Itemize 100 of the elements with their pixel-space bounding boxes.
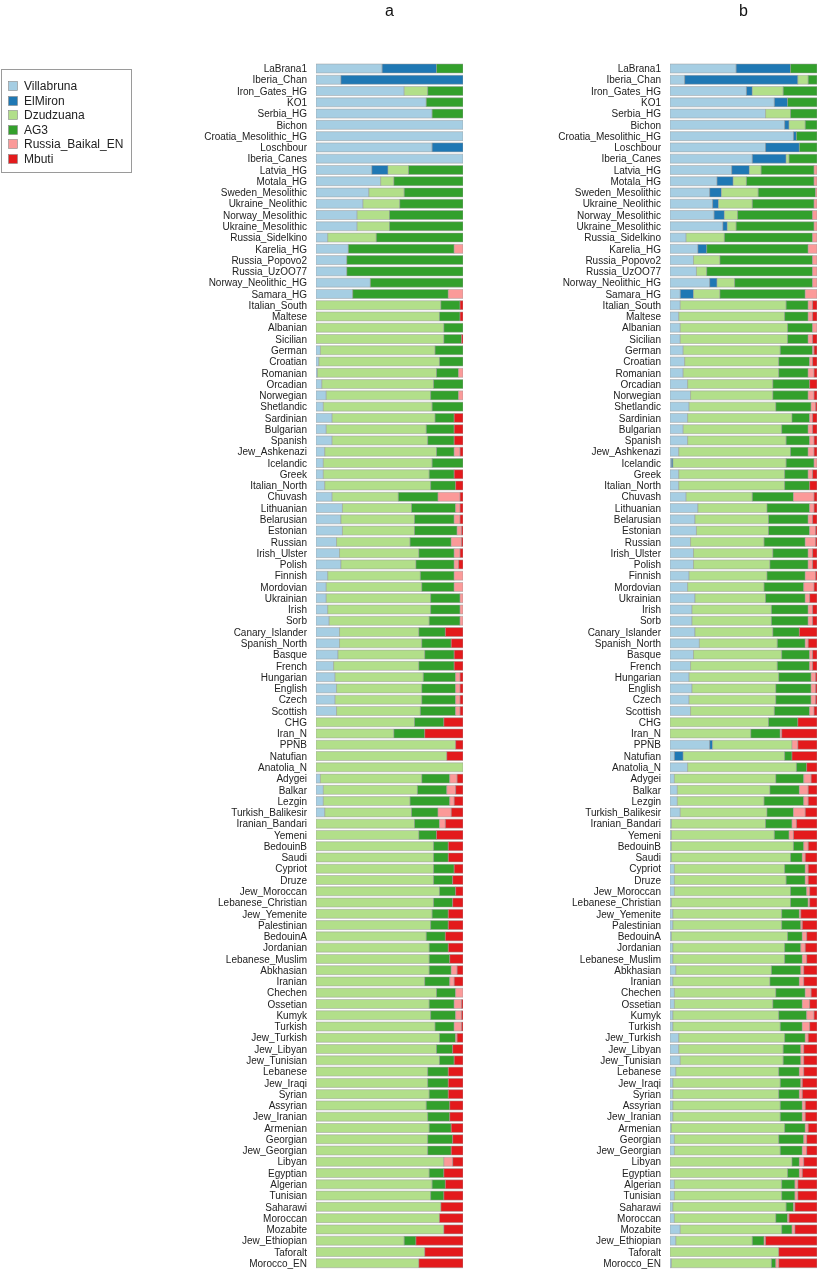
y-tick-label: German	[270, 344, 307, 356]
y-tick-label: Scottish	[271, 705, 307, 717]
y-tick-label: Anatolia_N	[258, 761, 307, 773]
y-tick-label: Mozabite	[266, 1224, 308, 1236]
y-tick-label: BedouinB	[263, 840, 308, 852]
y-tick-label: Sardinian	[618, 412, 661, 424]
y-tick-label: Russia_Popovo2	[231, 254, 308, 266]
y-tick-label: Chechen	[266, 987, 307, 999]
y-tick-label: Hungarian	[260, 671, 307, 683]
y-tick-label: Ossetian	[621, 998, 661, 1010]
y-tick-label: Egyptian	[268, 1167, 307, 1179]
legend-label: AG3	[24, 122, 49, 137]
y-tick-label: KO1	[286, 97, 308, 108]
y-tick-label: Croatian	[623, 356, 661, 368]
y-tick-label: Turkish	[274, 1021, 307, 1033]
y-tick-label: Icelandic	[621, 457, 661, 469]
y-tick-label: Mordovian	[260, 581, 307, 593]
y-tick-label: Jew_Yemenite	[596, 908, 662, 920]
y-tick-label: Palestinian	[612, 919, 661, 931]
y-tick-label: Sweden_Mesolithic	[574, 187, 661, 199]
y-tick-label: Tunisian	[269, 1190, 307, 1202]
y-tick-label: Basque	[273, 649, 308, 661]
y-tick-label: Irish_Ulster	[256, 547, 308, 559]
y-tick-label: Russia_UzOO77	[585, 266, 662, 278]
y-tick-label: Egyptian	[622, 1167, 661, 1179]
y-tick-label: Irish	[288, 604, 307, 616]
y-tick-label: Ukraine_Mesolithic	[222, 220, 307, 232]
y-tick-label: French	[629, 660, 661, 672]
y-tick-label: BedouinB	[617, 840, 662, 852]
y-tick-label: Finnish	[274, 570, 307, 582]
y-tick-label: Ossetian	[267, 998, 307, 1010]
y-tick-label: Motala_HG	[610, 175, 662, 187]
y-tick-label: Scottish	[625, 705, 661, 717]
y-tick-label: Libyan	[631, 1156, 661, 1168]
y-tick-label: Georgian	[619, 1133, 661, 1145]
y-tick-label: Mordovian	[614, 581, 661, 593]
y-tick-label: Greek	[633, 468, 662, 480]
y-tick-label: Lithuanian	[260, 502, 307, 514]
y-tick-label: Jew_Turkish	[605, 1032, 661, 1044]
y-tick-label: CHG	[638, 716, 662, 728]
y-tick-label: Albanian	[622, 322, 661, 334]
y-tick-label: Lebanese_Muslim	[225, 953, 307, 965]
y-tick-label: Croatian	[269, 356, 307, 368]
y-tick-label: Syrian	[632, 1088, 661, 1100]
y-tick-label: Jew_Ashkenazi	[591, 446, 661, 458]
y-tick-label: Shetlandic	[260, 401, 307, 413]
y-tick-label: Russia_Sidelkino	[584, 232, 662, 244]
y-tick-label: Serbia_HG	[257, 108, 308, 120]
y-tick-label: Iberia_Chan	[606, 74, 661, 86]
y-tick-label: Orcadian	[266, 378, 307, 390]
y-tick-label: Bulgarian	[618, 423, 661, 435]
y-tick-label: Chuvash	[621, 491, 661, 503]
y-tick-label: Algerian	[624, 1179, 661, 1191]
y-tick-label: Russian	[270, 536, 307, 548]
y-tick-label: Natufian	[269, 750, 307, 762]
y-tick-label: Adygei	[276, 773, 307, 785]
y-tick-label: Georgian	[265, 1133, 307, 1145]
legend-label: Dzudzuana	[24, 108, 85, 123]
y-tick-label: Iron_Gates_HG	[590, 85, 662, 97]
y-tick-label: Morocco_EN	[249, 1257, 307, 1269]
y-tick-label: Norwegian	[613, 390, 661, 402]
y-tick-label: Anatolia_N	[612, 761, 661, 773]
y-tick-label: Norway_Mesolithic	[577, 209, 661, 221]
chart-title: a	[384, 2, 395, 20]
y-tick-label: Jew_Moroccan	[239, 885, 307, 897]
y-tick-label: Sicilian	[275, 333, 307, 345]
y-tick-label: Icelandic	[267, 457, 307, 469]
y-tick-label: Latvia_HG	[613, 164, 662, 176]
y-tick-label: Jordanian	[263, 942, 307, 954]
y-tick-label: Orcadian	[620, 378, 661, 390]
y-tick-label: Lebanese	[617, 1066, 662, 1078]
y-tick-label: Loschbour	[614, 142, 662, 154]
y-tick-label: Ukraine_Neolithic	[228, 198, 307, 210]
y-tick-label: Tunisian	[623, 1190, 661, 1202]
y-tick-label: Saudi	[281, 852, 307, 864]
y-tick-label: Samara_HG	[605, 288, 662, 300]
y-tick-label: Sardinian	[264, 412, 307, 424]
y-tick-label: Ukraine_Neolithic	[582, 198, 661, 210]
y-tick-label: Saharawi	[265, 1201, 307, 1213]
y-tick-label: Hungarian	[614, 671, 661, 683]
y-tick-label: Finnish	[628, 570, 661, 582]
y-tick-label: Druze	[280, 874, 308, 886]
y-tick-label: Saharawi	[619, 1201, 661, 1213]
y-tick-label: Romanian	[615, 367, 661, 379]
y-tick-label: Croatia_Mesolithic_HG	[204, 130, 308, 142]
y-tick-label: Turkish_Balikesir	[231, 807, 308, 819]
y-tick-label: Jew_Iraqi	[618, 1077, 661, 1089]
y-tick-label: Jordanian	[617, 942, 661, 954]
y-tick-label: Iberia_Canes	[247, 153, 307, 165]
y-tick-label: Jew_Yemenite	[242, 908, 308, 920]
y-tick-label: Serbia_HG	[611, 108, 662, 120]
y-tick-label: Spanish_North	[240, 638, 307, 650]
y-tick-label: BedouinA	[617, 931, 662, 943]
y-tick-label: Estonian	[622, 525, 661, 537]
y-tick-label: Samara_HG	[251, 288, 308, 300]
y-tick-label: Iran_N	[630, 728, 661, 740]
y-tick-label: Jew_Tunisian	[600, 1055, 661, 1067]
y-tick-label: Italian_South	[248, 299, 307, 311]
y-tick-label: Abkhasian	[260, 964, 307, 976]
y-tick-label: Latvia_HG	[259, 164, 308, 176]
